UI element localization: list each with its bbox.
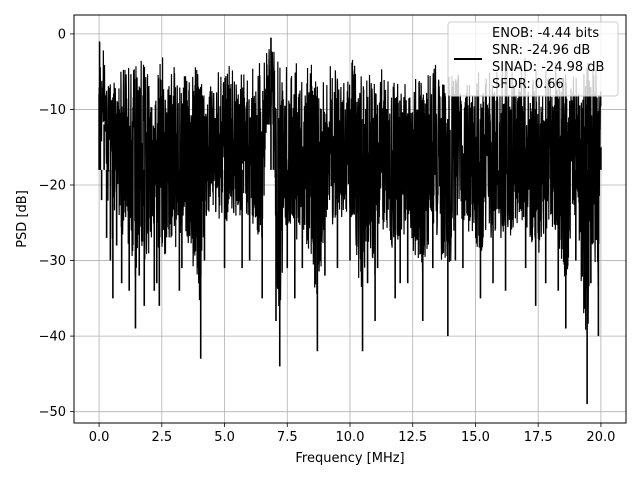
x-tick-label: 10.0 (336, 430, 365, 445)
x-tick-label: 5.0 (214, 430, 235, 445)
legend-entry-enob: ENOB: -4.44 bits (492, 26, 599, 41)
legend: ENOB: -4.44 bits SNR: -24.96 dB SINAD: -… (447, 21, 619, 97)
series-line (98, 49, 602, 330)
x-tick-label: 2.5 (151, 430, 172, 445)
series-psd (98, 37, 602, 405)
x-tick-label: 12.5 (398, 430, 427, 445)
series-extremes (98, 37, 602, 405)
y-tick-label: 0 (58, 27, 66, 42)
axis-ticks: 0.0 2.5 5.0 7.5 10.0 12.5 15.0 17.5 20.0 0 −10 −20 −… (39, 27, 616, 445)
y-axis-label: PSD [dB] (15, 190, 30, 248)
legend-box (447, 21, 619, 97)
x-tick-label: 0.0 (89, 430, 110, 445)
y-tick-label: −20 (39, 179, 66, 194)
y-tick-label: −10 (39, 103, 66, 118)
x-tick-label: 20.0 (586, 430, 615, 445)
legend-entry-sinad: SINAD: -24.98 dB (492, 60, 604, 75)
x-tick-label: 7.5 (277, 430, 298, 445)
legend-entry-sfdr: SFDR: 0.66 (492, 77, 564, 92)
y-tick-label: −30 (39, 254, 66, 269)
legend-entry-snr: SNR: -24.96 dB (492, 43, 590, 58)
y-tick-label: −40 (39, 330, 66, 345)
y-tick-label: −50 (39, 405, 66, 420)
x-tick-label: 17.5 (524, 430, 553, 445)
x-axis-label: Frequency [MHz] (295, 451, 404, 466)
x-tick-label: 15.0 (461, 430, 490, 445)
